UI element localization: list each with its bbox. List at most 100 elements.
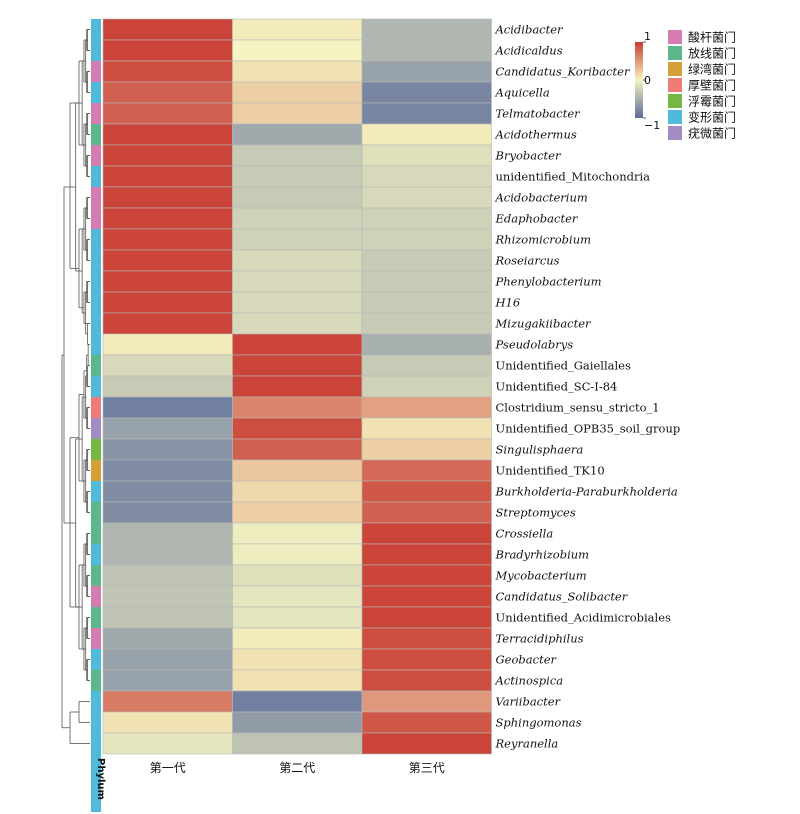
- phylum-cell: [91, 40, 101, 61]
- phylum-cell: [91, 166, 101, 187]
- heatmap-cell: [361, 291, 492, 314]
- row-label: Unidentified_SC-I-84: [496, 380, 618, 394]
- heatmap-cell: [232, 669, 363, 692]
- heatmap-cell: [361, 585, 492, 608]
- heatmap-cell: [232, 606, 363, 629]
- heatmap-cell: [232, 333, 363, 356]
- heatmap-cell: [232, 270, 363, 293]
- phylum-cell: [91, 61, 101, 82]
- legend-swatch: [668, 78, 682, 92]
- row-label: Acidibacter: [495, 23, 565, 37]
- phylum-cell: [91, 565, 101, 586]
- heatmap-cell: [102, 312, 233, 335]
- heatmap-cell: [232, 39, 363, 62]
- phylum-cell: [91, 544, 101, 565]
- heatmap-cell: [361, 417, 492, 440]
- phylum-annotation-bar: [91, 19, 101, 812]
- heatmap-cell: [361, 669, 492, 692]
- heatmap-cell: [102, 396, 233, 419]
- heatmap-cell: [361, 354, 492, 377]
- row-label: Unidentified_TK10: [496, 464, 605, 478]
- row-label: Pseudolabrys: [495, 338, 574, 352]
- heatmap-cell: [232, 144, 363, 167]
- row-label: Roseiarcus: [495, 254, 560, 268]
- heatmap-cell: [232, 207, 363, 230]
- heatmap-cell: [102, 375, 233, 398]
- color-scale-label: 0: [644, 74, 651, 87]
- heatmap-cell: [361, 186, 492, 209]
- heatmap-cell: [102, 207, 233, 230]
- heatmap-cell: [232, 165, 363, 188]
- heatmap-cell: [102, 417, 233, 440]
- phylum-cell: [91, 19, 101, 40]
- legend-swatch: [668, 62, 682, 76]
- row-label: Clostridium_sensu_stricto_1: [496, 401, 660, 415]
- phylum-cell: [91, 334, 101, 355]
- phylum-cell: [91, 250, 101, 271]
- phylum-cell: [91, 460, 101, 481]
- phylum-cell: [91, 208, 101, 229]
- heatmap-cell: [232, 123, 363, 146]
- heatmap-cell: [361, 333, 492, 356]
- row-label: Telmatobacter: [496, 107, 582, 121]
- legend-label: 放线菌门: [688, 46, 736, 61]
- row-label: Bradyrhizobium: [495, 548, 590, 562]
- heatmap-cell: [361, 690, 492, 713]
- legend-label: 变形菌门: [688, 110, 736, 125]
- heatmap-cell: [361, 522, 492, 545]
- phylum-cell: [91, 586, 101, 607]
- heatmap-cell: [102, 522, 233, 545]
- heatmap-cell: [102, 438, 233, 461]
- heatmap-cell: [102, 249, 233, 272]
- phylum-cell: [91, 418, 101, 439]
- legend-label: 厚壁菌门: [688, 78, 736, 93]
- phylum-cell: [91, 376, 101, 397]
- heatmap-cell: [361, 732, 492, 755]
- heatmap-cell: [361, 543, 492, 566]
- heatmap-cell: [102, 606, 233, 629]
- phylum-bar-tail: [91, 754, 101, 812]
- row-label: Aquicella: [495, 86, 550, 100]
- heatmap-cell: [361, 312, 492, 335]
- row-label: Unidentified_Acidimicrobiales: [496, 611, 672, 625]
- heatmap-cell: [232, 312, 363, 335]
- heatmap-cell: [361, 375, 492, 398]
- row-label: Candidatus_Solibacter: [496, 590, 629, 604]
- row-label: Burkholderia-Paraburkholderia: [495, 485, 678, 499]
- heatmap-cell: [232, 18, 363, 41]
- row-label: Acidicaldus: [495, 44, 563, 58]
- heatmap-cell: [361, 501, 492, 524]
- heatmap-cell: [361, 711, 492, 734]
- legend-label: 疣微菌门: [688, 126, 736, 141]
- phylum-cell: [91, 229, 101, 250]
- row-label: Terracidiphilus: [496, 632, 584, 646]
- phylum-cell: [91, 292, 101, 313]
- heatmap-cell: [102, 228, 233, 251]
- heatmap-cell: [232, 585, 363, 608]
- heatmap-cell: [232, 228, 363, 251]
- phylum-cell: [91, 397, 101, 418]
- legend-swatch: [668, 126, 682, 140]
- phylum-cell: [91, 691, 101, 712]
- row-label: Bryobacter: [495, 149, 562, 163]
- phylum-cell: [91, 670, 101, 691]
- row-label: Candidatus_Koribacter: [496, 65, 631, 79]
- heatmap-cell: [102, 333, 233, 356]
- phylum-cell: [91, 187, 101, 208]
- heatmap-cells: [102, 18, 492, 755]
- heatmap-cell: [232, 627, 363, 650]
- heatmap-cell: [102, 81, 233, 104]
- heatmap-cell: [232, 711, 363, 734]
- row-label: Sphingomonas: [496, 716, 582, 730]
- phylum-cell: [91, 481, 101, 502]
- legend-swatch: [668, 30, 682, 44]
- phylum-cell: [91, 271, 101, 292]
- phylum-cell: [91, 313, 101, 334]
- phylum-cell: [91, 439, 101, 460]
- heatmap-cell: [232, 375, 363, 398]
- heatmap-cell: [232, 438, 363, 461]
- heatmap-cell: [361, 606, 492, 629]
- heatmap-cell: [232, 186, 363, 209]
- phylum-cell: [91, 523, 101, 544]
